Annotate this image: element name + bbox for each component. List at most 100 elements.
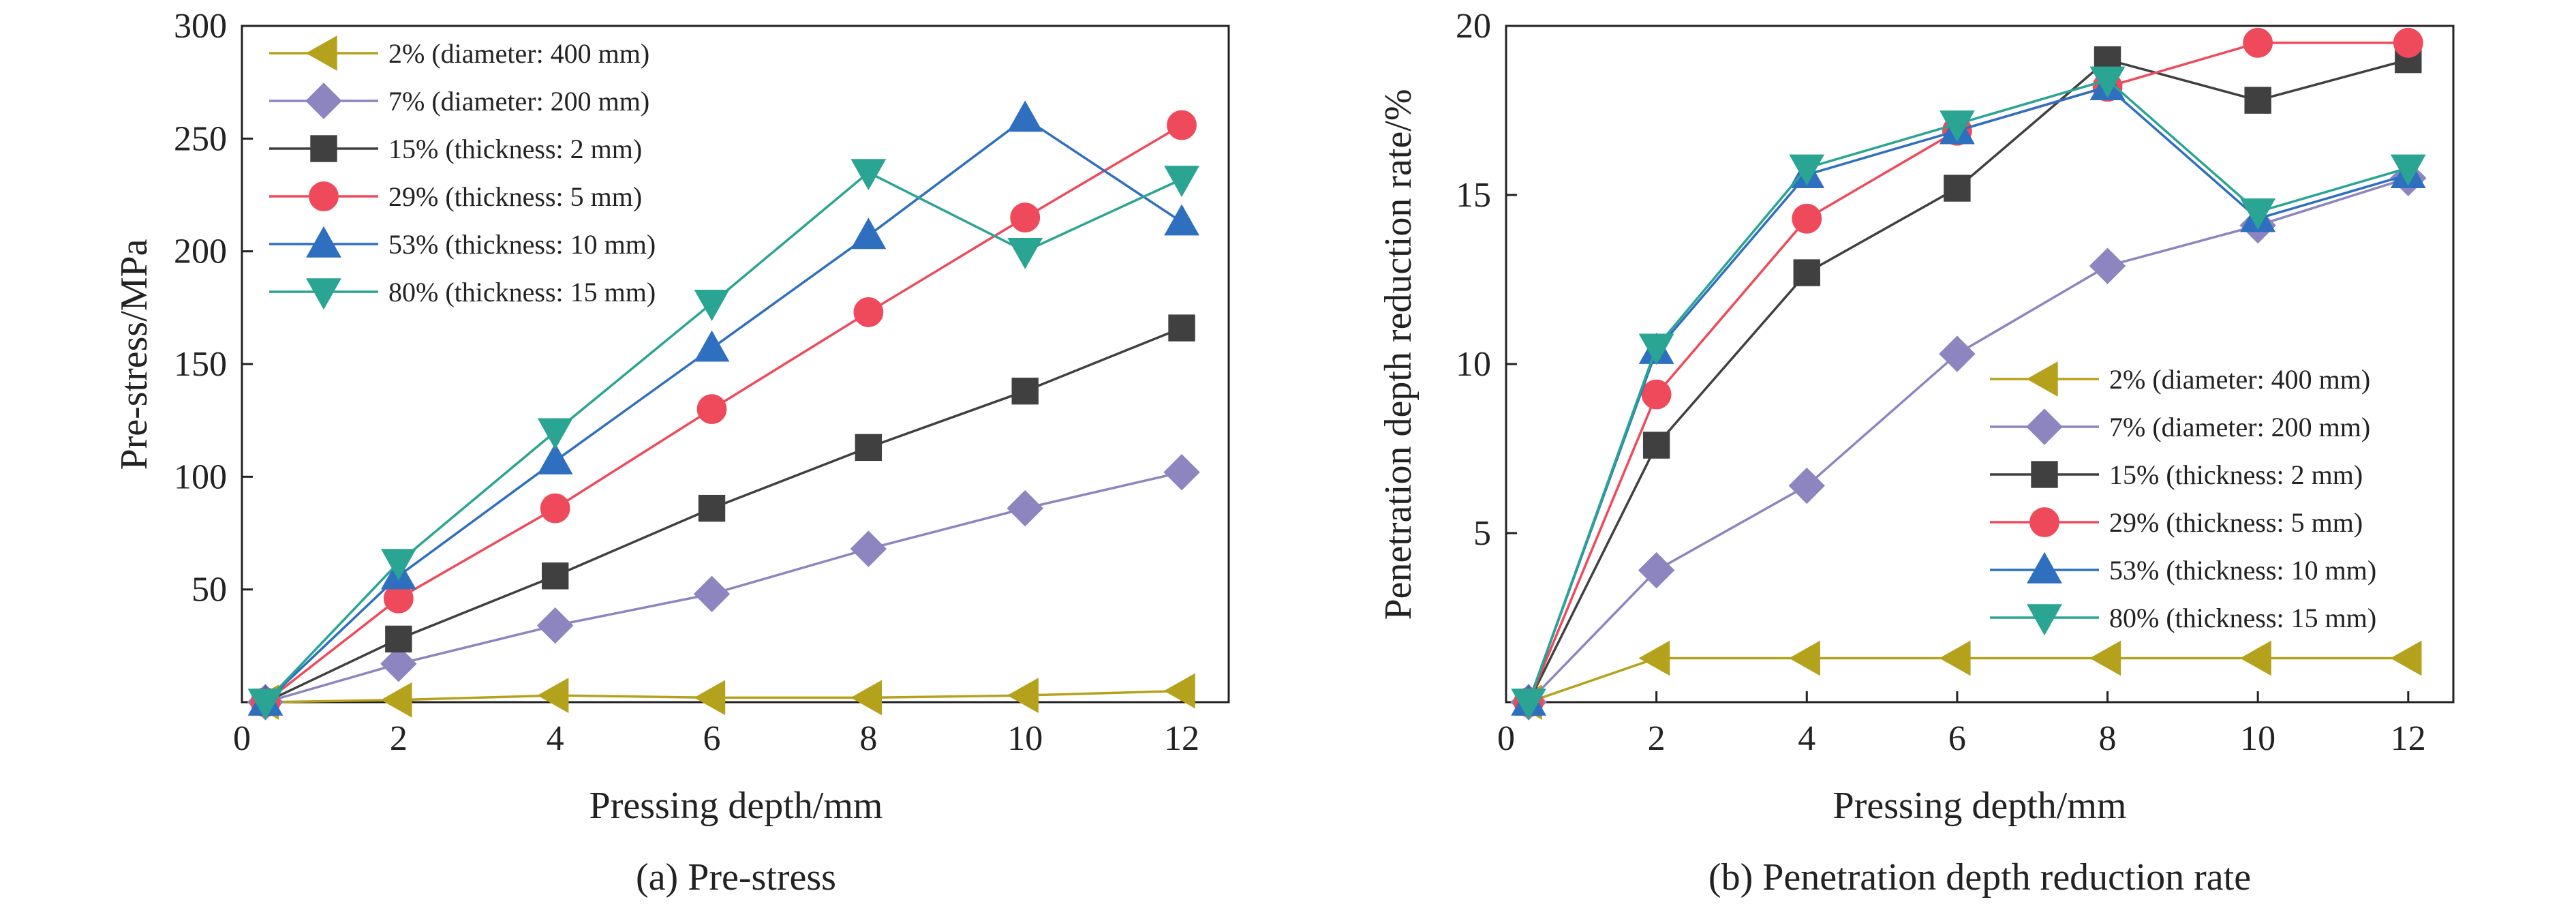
- panel-b-y-axis-title: Penetration depth reduction rate/%: [1377, 89, 1420, 620]
- panel-a-x-tick-label: 12: [1164, 719, 1199, 758]
- panel-a-legend-label: 53% (thickness: 10 mm): [388, 229, 656, 260]
- panel-a-data-point: [696, 394, 727, 425]
- panel-a-legend-marker: [305, 82, 342, 119]
- panel-b-x-tick-label: 8: [2099, 719, 2117, 758]
- panel-b-y-tick-label: 5: [1473, 514, 1491, 553]
- panel-b-legend-label: 53% (thickness: 10 mm): [2109, 555, 2376, 586]
- panel-a-series-6: [247, 159, 1199, 721]
- panel-a-data-point: [536, 607, 574, 644]
- panel-b-data-point: [2243, 27, 2273, 58]
- panel-a-legend-label: 15% (thickness: 2 mm): [388, 134, 642, 164]
- panel-b-legend-marker: [2031, 461, 2058, 488]
- panel-b-data-point: [1793, 259, 1820, 286]
- panel-a-legend-marker: [305, 35, 337, 71]
- panel-b-legend-marker: [2026, 408, 2063, 445]
- panel-a-data-point: [850, 217, 887, 250]
- panel-a-data-point: [541, 562, 569, 590]
- panel-a-data-point: [850, 159, 887, 191]
- panel-a-legend-label: 2% (diameter: 400 mm): [388, 38, 649, 69]
- panel-a-data-point: [1163, 454, 1200, 491]
- panel-a-data-point: [1007, 489, 1043, 527]
- panel-a-y-tick-label: 50: [191, 571, 227, 609]
- panel-a-data-point: [380, 646, 417, 682]
- panel-b-legend-label: 7% (diameter: 200 mm): [2109, 412, 2370, 442]
- panel-b-series-6: [1511, 66, 2426, 721]
- panel-b-y-tick-label: 10: [1456, 345, 1491, 384]
- panel-b-penetration-depth-reduction-rate: Penetration depth reduction rate/% Press…: [1377, 7, 2455, 899]
- panel-b-data-point: [1789, 640, 1820, 676]
- panel-a-pre-stress: Pre-stress/MPa Pressing depth/mm (a) Pre…: [113, 7, 1230, 899]
- panel-b-data-point: [2239, 640, 2271, 676]
- panel-b-data-point: [1642, 432, 1670, 459]
- panel-a-x-tick-label: 8: [859, 719, 877, 758]
- panel-a-legend-label: 29% (thickness: 5 mm): [388, 181, 642, 212]
- panel-a-legend-marker: [309, 181, 339, 211]
- panel-a-legend-marker: [306, 226, 341, 258]
- panel-a-data-point: [537, 678, 569, 713]
- panel-a-y-tick-label: 250: [174, 119, 227, 158]
- panel-a-data-point: [385, 625, 412, 653]
- panel-b-legend-label: 15% (thickness: 2 mm): [2109, 459, 2363, 490]
- panel-a-x-tick-label: 2: [390, 719, 408, 758]
- panel-a-data-point: [1167, 110, 1197, 140]
- panel-b-data-point: [1511, 689, 1547, 721]
- panel-a-y-tick-label: 150: [174, 345, 227, 384]
- panel-a-legend-marker: [310, 135, 337, 162]
- panel-a-data-point: [850, 530, 887, 567]
- panel-b-x-tick-label: 4: [1798, 719, 1815, 758]
- panel-a-data-point: [537, 442, 573, 474]
- panel-a-data-point: [1163, 673, 1195, 709]
- panel-b-data-point: [2089, 247, 2126, 284]
- panel-b-data-point: [2240, 198, 2276, 230]
- panel-b-legend-label: 2% (diameter: 400 mm): [2109, 364, 2370, 395]
- panel-a-data-point: [1007, 100, 1043, 132]
- panel-b-legend-marker: [2029, 507, 2059, 537]
- panel-b-legend-marker: [2027, 552, 2062, 584]
- panel-b-data-point: [1788, 467, 1825, 504]
- panel-a-y-tick-label: 300: [174, 7, 227, 46]
- panel-b-caption: (b) Penetration depth reduction rate: [1708, 856, 2251, 899]
- panel-b-data-point: [1638, 640, 1670, 676]
- panel-b-data-point: [1939, 640, 1971, 676]
- panel-a-data-point: [855, 434, 883, 462]
- panel-a-data-point: [1164, 166, 1199, 198]
- panel-a-data-point: [247, 689, 283, 721]
- panel-a-data-point: [694, 290, 730, 321]
- panel-b-data-point: [1944, 175, 1971, 202]
- panel-a-x-tick-label: 6: [703, 719, 721, 758]
- panel-b-legend: 2% (diameter: 400 mm) 7% (diameter: 200 m…: [1990, 361, 2376, 636]
- panel-a-data-point: [1011, 377, 1039, 405]
- panel-a-caption: (a) Pre-stress: [636, 856, 836, 899]
- panel-b-x-tick-label: 10: [2240, 719, 2275, 758]
- panel-a-x-tick-label: 10: [1007, 719, 1043, 758]
- panel-b-data-point: [2393, 27, 2423, 58]
- panel-b-data-point: [2390, 640, 2422, 676]
- panel-a-data-point: [853, 297, 884, 327]
- panel-a-y-axis-title: Pre-stress/MPa: [113, 239, 155, 470]
- panel-b-series-1: [1510, 640, 2422, 720]
- panel-a-x-tick-label: 0: [233, 719, 251, 758]
- panel-a-data-point: [1164, 204, 1199, 236]
- panel-b-y-tick-label: 20: [1456, 7, 1491, 46]
- panel-b-x-tick-label: 12: [2391, 719, 2426, 758]
- panel-a-data-point: [698, 494, 726, 522]
- panel-a-legend-label: 7% (diameter: 200 mm): [388, 86, 649, 117]
- panel-a-data-point: [1010, 202, 1041, 232]
- panel-a-data-point: [1007, 237, 1043, 269]
- panel-b-x-tick-label: 0: [1497, 719, 1515, 758]
- panel-a-y-tick-label: 200: [174, 232, 227, 271]
- panel-b-legend-label: 29% (thickness: 5 mm): [2109, 507, 2363, 538]
- panel-b-data-point: [1939, 335, 1976, 372]
- panel-b-data-point: [2089, 66, 2126, 98]
- panel-a-data-point: [1007, 678, 1039, 713]
- panel-a-series-1: [247, 673, 1195, 720]
- panel-b-legend-marker: [2026, 361, 2058, 397]
- panel-a-legend: 2% (diameter: 400 mm) 7% (diameter: 200 m…: [269, 35, 656, 310]
- panel-a-y-tick-label: 100: [174, 457, 227, 496]
- panel-a-legend-marker: [306, 278, 341, 310]
- panel-b-data-point: [1638, 552, 1675, 589]
- panel-b-data-point: [2390, 154, 2426, 186]
- panel-a-data-point: [694, 330, 730, 362]
- panel-a-x-axis-title: Pressing depth/mm: [589, 785, 883, 827]
